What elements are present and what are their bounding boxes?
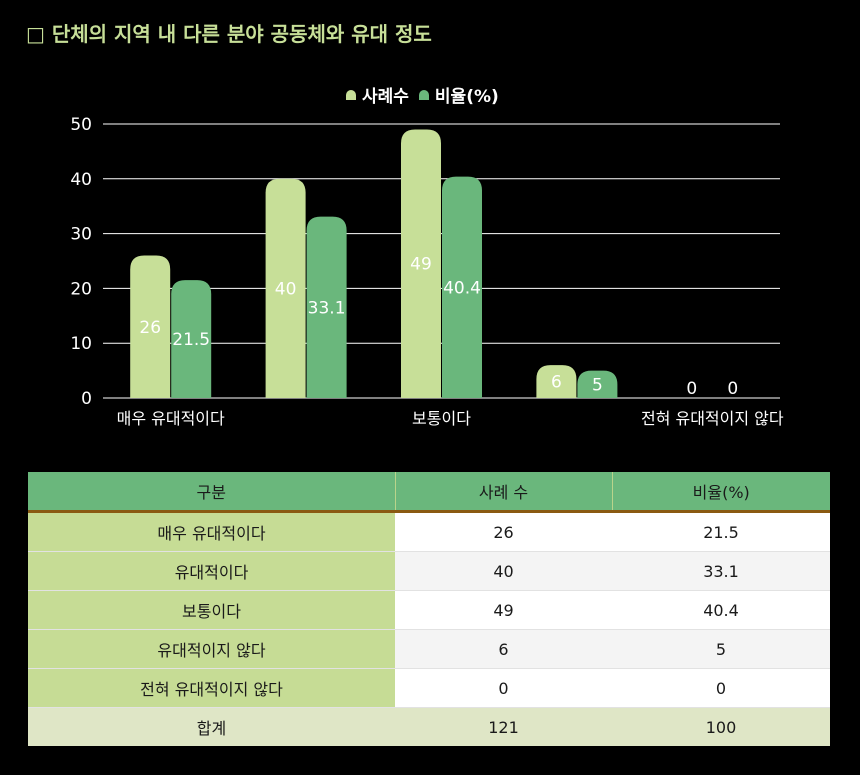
legend-swatch-series1 <box>346 89 356 100</box>
row-category: 유대적이다 <box>28 551 395 591</box>
legend-swatch-series2 <box>418 89 429 100</box>
row-ratio: 0 <box>612 668 830 708</box>
y-tick-label: 40 <box>70 170 92 190</box>
row-category: 보통이다 <box>28 590 395 630</box>
table-total-row: 합계 121 100 <box>28 707 830 746</box>
row-count: 49 <box>395 590 612 630</box>
total-ratio: 100 <box>612 707 830 746</box>
table-row: 매우 유대적이다 26 21.5 <box>28 511 830 552</box>
bar-ratio <box>442 176 482 398</box>
table-row: 유대적이다 40 33.1 <box>28 551 830 591</box>
row-ratio: 21.5 <box>612 511 830 552</box>
table-row: 유대적이지 않다 6 5 <box>28 629 830 669</box>
row-count: 0 <box>395 668 612 708</box>
total-label: 합계 <box>28 707 395 746</box>
data-label: 33.1 <box>308 298 346 318</box>
bar-count <box>265 178 306 398</box>
y-tick-label: 0 <box>81 389 92 409</box>
legend-item-series2: 비율(%) <box>418 82 499 107</box>
data-label: 26 <box>139 318 161 338</box>
x-tick-label: 보통이다 <box>412 409 471 428</box>
x-tick-label: 매우 유대적이다 <box>117 409 225 428</box>
header-count: 사례 수 <box>394 472 612 513</box>
data-label: 21.5 <box>172 330 210 350</box>
legend-label-series1: 사례수 <box>362 87 409 107</box>
row-ratio: 5 <box>612 629 830 669</box>
data-label: 0 <box>686 379 697 399</box>
table-row: 보통이다 49 40.4 <box>28 590 830 630</box>
row-category: 매우 유대적이다 <box>28 511 395 552</box>
row-count: 26 <box>395 511 612 552</box>
row-count: 40 <box>395 551 612 591</box>
page-title: □ 단체의 지역 내 다른 분야 공동체와 유대 정도 <box>26 22 432 46</box>
table-header-row: 구분 사례 수 비율(%) <box>28 472 830 513</box>
legend-item-series1: 사례수 <box>346 82 409 107</box>
legend-label-series2: 비율(%) <box>434 87 499 107</box>
data-label: 0 <box>727 379 738 399</box>
bar-ratio <box>171 280 212 398</box>
total-count: 121 <box>395 707 612 746</box>
data-label: 49 <box>410 255 432 275</box>
y-tick-label: 20 <box>70 279 92 299</box>
data-table: 구분 사례 수 비율(%) 매우 유대적이다 26 21.5 유대적이다 40 … <box>28 472 830 746</box>
y-tick-label: 50 <box>70 115 92 135</box>
header-ratio: 비율(%) <box>611 472 830 513</box>
bar-ratio <box>577 370 618 398</box>
x-tick-label: 전혀 유대적이지 않다 <box>641 409 784 428</box>
bar-ratio <box>306 216 347 398</box>
row-count: 6 <box>395 629 612 669</box>
row-category: 전혀 유대적이지 않다 <box>28 668 395 708</box>
data-label: 40.4 <box>443 278 481 298</box>
data-label: 6 <box>551 373 562 393</box>
row-ratio: 33.1 <box>612 551 830 591</box>
data-label: 40 <box>275 279 297 299</box>
bar-count <box>130 255 171 398</box>
row-ratio: 40.4 <box>612 590 830 630</box>
y-tick-label: 10 <box>70 334 92 354</box>
bar-count <box>401 129 441 399</box>
y-tick-label: 30 <box>70 225 92 245</box>
data-label: 5 <box>592 375 603 395</box>
row-category: 유대적이지 않다 <box>28 629 395 669</box>
chart-legend: 사례수 비율(%) <box>346 82 499 107</box>
header-category: 구분 <box>28 472 395 513</box>
bar-count <box>536 365 577 398</box>
table-row: 전혀 유대적이지 않다 0 0 <box>28 668 830 708</box>
